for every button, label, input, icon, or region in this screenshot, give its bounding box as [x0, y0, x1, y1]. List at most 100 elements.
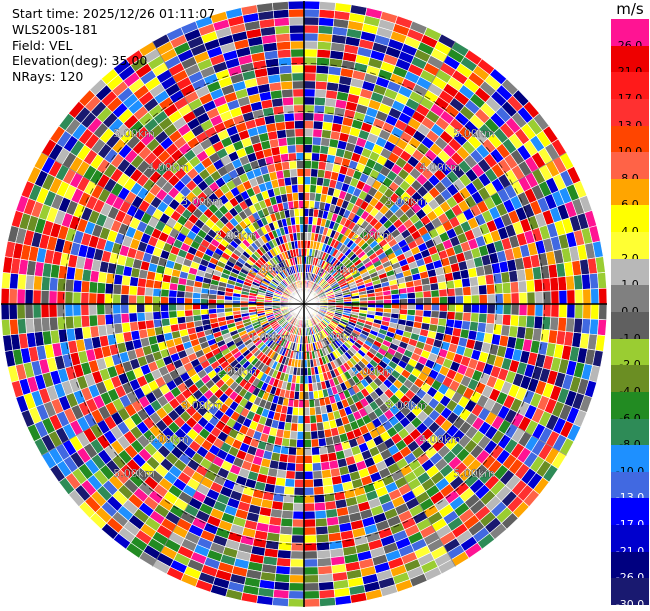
velocity-gate	[439, 296, 447, 304]
velocity-gate	[400, 304, 408, 309]
velocity-gate	[310, 177, 317, 185]
velocity-gate	[145, 287, 154, 296]
velocity-gate	[65, 279, 74, 292]
velocity-gate	[290, 559, 304, 567]
range-ring-label: 4.00km	[147, 433, 189, 446]
velocity-gate	[177, 310, 185, 317]
nrays: NRays: 120	[12, 69, 215, 85]
velocity-gate	[407, 292, 415, 298]
velocity-gate	[298, 184, 304, 192]
velocity-gate	[289, 439, 297, 448]
velocity-gate	[65, 316, 74, 329]
velocity-gate	[304, 1, 320, 9]
velocity-gate	[527, 304, 535, 316]
velocity-gate	[276, 33, 291, 42]
velocity-gate	[121, 294, 129, 304]
velocity-gate	[177, 291, 185, 298]
velocity-gate	[304, 129, 313, 137]
velocity-gate	[559, 290, 567, 304]
velocity-gate	[415, 292, 423, 299]
velocity-gate	[319, 17, 334, 26]
velocity-gate	[304, 97, 315, 105]
velocity-gate	[293, 200, 299, 208]
range-ring-label: 1.00km	[249, 331, 291, 344]
velocity-gate	[41, 290, 49, 304]
velocity-gate	[312, 455, 321, 464]
velocity-gate	[293, 503, 304, 511]
velocity-gate	[276, 566, 291, 575]
velocity-gate	[314, 97, 325, 106]
velocity-gate	[535, 291, 543, 304]
velocity-gate	[304, 463, 313, 471]
velocity-gate	[414, 285, 423, 292]
velocity-gate	[318, 566, 333, 575]
velocity-gate	[487, 304, 495, 314]
velocity-gate	[296, 455, 304, 463]
colorbar-level: -13.0	[611, 472, 649, 499]
velocity-gate	[439, 311, 448, 319]
velocity-gate	[294, 121, 304, 129]
velocity-gate	[113, 304, 121, 314]
velocity-gate	[145, 279, 154, 288]
velocity-gate	[315, 510, 327, 519]
velocity-gate	[200, 304, 208, 309]
velocity-gate	[272, 1, 288, 10]
velocity-gate	[304, 487, 314, 495]
velocity-gate	[291, 65, 304, 73]
velocity-gate	[290, 431, 297, 439]
colorbar-level: -4.0	[611, 365, 649, 392]
velocity-gate	[311, 169, 318, 177]
velocity-gate	[469, 322, 478, 332]
velocity-gate	[192, 298, 200, 304]
velocity-gate	[318, 33, 333, 42]
velocity-gate	[160, 296, 168, 304]
velocity-gate	[518, 281, 527, 293]
velocity-gate	[9, 289, 17, 304]
velocity-gate	[298, 415, 304, 423]
velocity-gate	[415, 298, 423, 304]
velocity-gate	[33, 304, 41, 318]
velocity-gate	[286, 129, 296, 138]
velocity-gate	[297, 423, 304, 431]
velocity-gate	[567, 290, 575, 304]
velocity-gate	[599, 304, 607, 320]
velocity-gate	[291, 535, 304, 543]
range-ring-label: 4.00km	[419, 161, 461, 174]
velocity-gate	[292, 185, 299, 193]
velocity-gate	[462, 278, 471, 288]
velocity-gate	[73, 316, 82, 328]
velocity-gate	[41, 277, 50, 291]
velocity-gate	[130, 322, 139, 332]
velocity-gate	[310, 423, 317, 431]
velocity-gate	[479, 304, 487, 314]
velocity-gate	[200, 299, 208, 304]
velocity-gate	[503, 304, 511, 315]
range-ring-label: 4.00km	[147, 161, 189, 174]
velocity-gate	[277, 130, 287, 139]
colorbar-level: 0.0	[611, 285, 649, 312]
velocity-gate	[161, 289, 170, 297]
range-ring-label: 4.00km	[419, 433, 461, 446]
velocity-gate	[431, 290, 439, 297]
velocity-gate	[463, 304, 471, 313]
velocity-gate	[285, 478, 295, 487]
velocity-gate	[304, 559, 318, 567]
range-ring-label: 5.00km	[453, 467, 495, 480]
velocity-gate	[224, 308, 232, 313]
range-ring-label: 3.00km	[385, 195, 427, 208]
velocity-gate	[304, 81, 316, 89]
velocity-gate	[595, 335, 605, 352]
velocity-gate	[317, 57, 330, 66]
velocity-gate	[168, 304, 176, 311]
velocity-gate	[438, 282, 447, 290]
velocity-gate	[73, 292, 81, 304]
velocity-gate	[193, 309, 201, 315]
velocity-gate	[33, 318, 42, 333]
velocity-gate	[322, 130, 332, 139]
colorbar-level: -17.0	[611, 498, 649, 525]
velocity-gate	[317, 550, 331, 559]
velocity-gate	[304, 415, 310, 423]
velocity-gate	[113, 294, 121, 304]
velocity-gate	[439, 289, 448, 297]
colorbar-level: 2.0	[611, 232, 649, 259]
